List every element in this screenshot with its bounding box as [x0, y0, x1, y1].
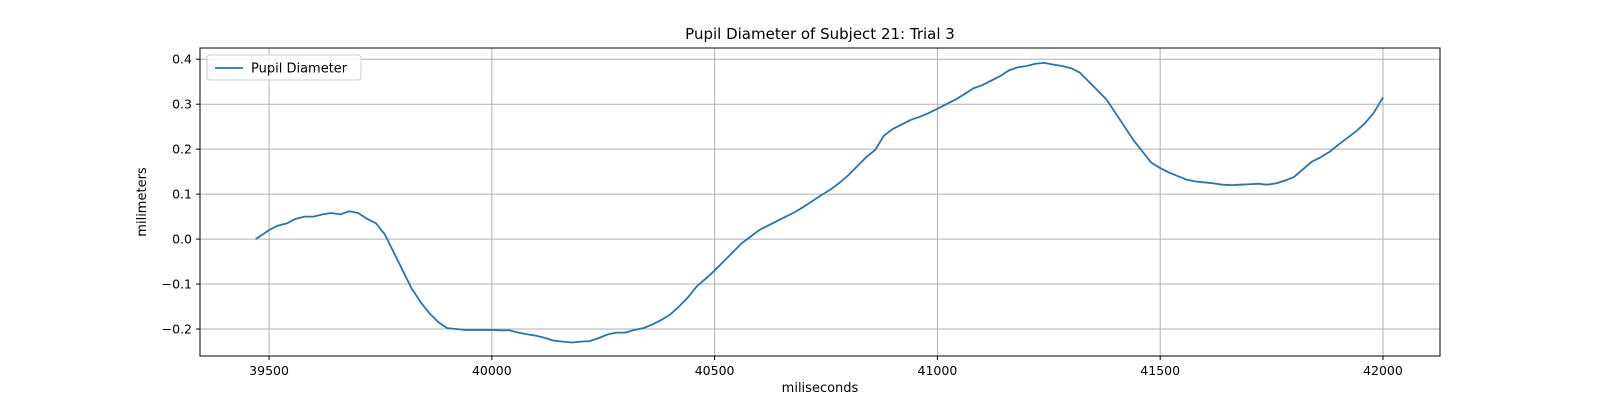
x-tick-label: 41000 [918, 363, 958, 378]
legend: Pupil Diameter [206, 54, 362, 81]
y-tick-label: −0.2 [162, 322, 192, 337]
x-tick-label: 42000 [1363, 363, 1403, 378]
y-tick-label: 0.3 [172, 97, 192, 112]
legend-label: Pupil Diameter [251, 62, 348, 77]
x-tick-label: 40500 [695, 363, 735, 378]
x-tick-label: 40000 [472, 363, 512, 378]
ticks: 39500 40000 40500 41000 41500 42000 −0.2 −0.1 0.… [162, 52, 1403, 378]
y-tick-label: 0.4 [172, 52, 192, 67]
plot-frame [199, 47, 1441, 357]
legend-box [206, 54, 362, 81]
x-tick-label: 41500 [1140, 363, 1180, 378]
grid [200, 48, 1440, 356]
y-tick-label: 0.0 [172, 232, 192, 247]
chart-title: Pupil Diameter of Subject 21: Trial 3 [685, 25, 955, 43]
y-tick-label: 0.2 [172, 142, 192, 157]
y-axis-label: milimeters [135, 167, 150, 237]
x-axis-label: miliseconds [782, 381, 859, 396]
y-tick-label: 0.1 [172, 187, 192, 202]
series-group [255, 61, 1384, 344]
series-line-pupil-diameter [255, 61, 1384, 344]
y-tick-label: −0.1 [162, 277, 192, 292]
x-tick-label: 39500 [249, 363, 289, 378]
